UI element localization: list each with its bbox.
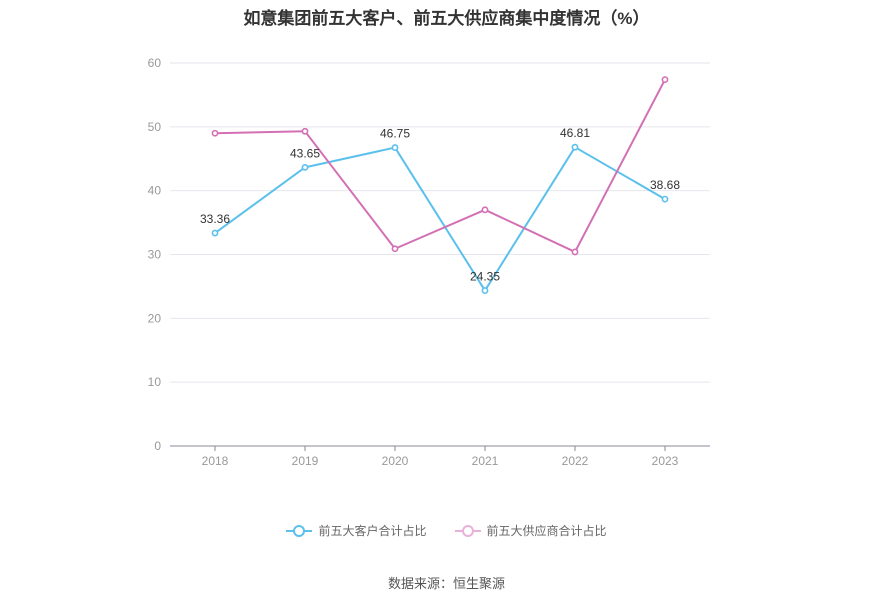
data-point[interactable] (661, 195, 669, 203)
legend-item-suppliers[interactable]: 前五大供应商合计占比 (454, 522, 607, 539)
data-point[interactable] (571, 143, 579, 151)
legend-line-icon (286, 524, 313, 538)
data-source: 数据来源：恒生聚源 (387, 576, 505, 591)
y-tick-label: 0 (154, 439, 161, 453)
y-tick-label: 30 (148, 248, 162, 262)
data-point[interactable] (211, 129, 219, 137)
chart-title: 如意集团前五大客户、前五大供应商集中度情况（%） (243, 9, 650, 28)
x-tick-label: 2021 (472, 454, 499, 468)
x-tick-label: 2023 (652, 454, 679, 468)
data-point[interactable] (481, 206, 489, 214)
data-label: 46.81 (560, 126, 590, 140)
grid-lines (170, 62, 710, 383)
legend-item-customers[interactable]: 前五大客户合计占比 (286, 522, 427, 539)
data-point[interactable] (661, 76, 669, 83)
x-axis: 2018 2019 2020 2021 2022 2023 (170, 445, 710, 468)
y-tick-label: 60 (148, 56, 162, 70)
data-point[interactable] (571, 248, 579, 256)
series-line-0 (214, 146, 666, 292)
data-label: 43.65 (290, 146, 320, 160)
data-point[interactable] (391, 144, 399, 151)
data-point[interactable] (301, 163, 309, 171)
data-point[interactable] (211, 229, 219, 237)
legend-line-icon (454, 524, 481, 538)
y-tick-label: 40 (148, 184, 162, 198)
x-tick-label: 2019 (292, 454, 319, 468)
y-axis-ticks: 0 10 20 30 40 50 60 (148, 56, 162, 453)
data-label: 33.36 (200, 212, 230, 226)
series-layer (211, 76, 669, 294)
data-point[interactable] (301, 127, 309, 135)
data-label: 24.35 (470, 270, 500, 284)
x-tick-label: 2020 (382, 454, 409, 468)
data-point[interactable] (391, 245, 399, 253)
data-labels: 33.36 43.65 46.75 24.35 46.81 38.68 (200, 126, 680, 283)
legend-label: 前五大供应商合计占比 (486, 524, 607, 538)
legend-label: 前五大客户合计占比 (318, 524, 427, 538)
y-tick-label: 20 (148, 311, 162, 325)
line-chart: 0 10 20 30 40 50 60 2018 2019 2020 2021 2022 2023 3… (148, 56, 710, 468)
data-point[interactable] (481, 287, 489, 294)
data-label: 38.68 (650, 178, 680, 192)
y-tick-label: 50 (148, 120, 162, 134)
y-tick-label: 10 (148, 375, 162, 389)
x-tick-label: 2018 (202, 454, 229, 468)
x-tick-label: 2022 (562, 454, 589, 468)
data-label: 46.75 (380, 127, 410, 141)
series-line-1 (214, 79, 666, 253)
legend: 前五大客户合计占比 前五大供应商合计占比 (0, 522, 893, 539)
